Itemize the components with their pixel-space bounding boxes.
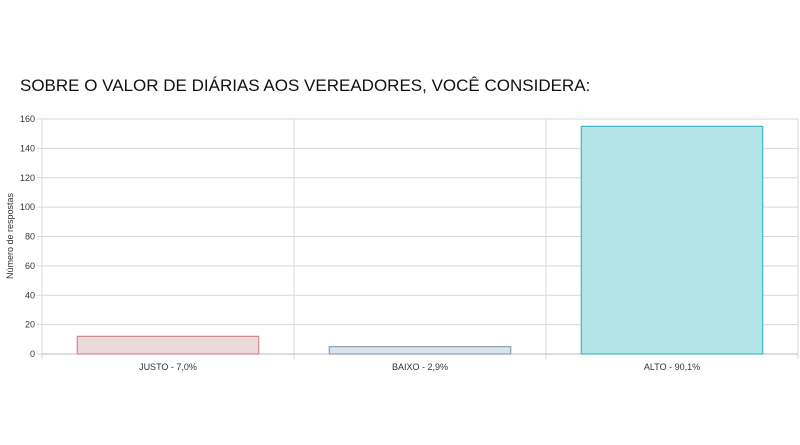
x-tick-label: BAIXO - 2,9% [392,362,448,372]
y-axis-label: Número de respostas [5,192,15,279]
bar [328,346,512,355]
bar [580,125,764,355]
x-tick-label: ALTO - 90,1% [644,362,700,372]
bar [76,335,260,355]
x-tick-label: JUSTO - 7,0% [139,362,197,372]
x-axis-ticks: JUSTO - 7,0% BAIXO - 2,9% ALTO - 90,1% [139,362,700,372]
y-tick-label: 160 [20,114,35,124]
y-tick-label: 140 [20,143,35,153]
y-tick-label: 20 [25,320,35,330]
y-tick-label: 120 [20,173,35,183]
bars [76,125,764,355]
y-tick-label: 80 [25,232,35,242]
y-tick-label: 40 [25,290,35,300]
chart-title: SOBRE O VALOR DE DIÁRIAS AOS VEREADORES,… [20,76,591,95]
y-tick-label: 100 [20,202,35,212]
y-tick-label: 60 [25,261,35,271]
y-tick-label: 0 [30,349,35,359]
y-axis-ticks: 0 20 40 60 80 100 120 140 160 [20,114,35,359]
